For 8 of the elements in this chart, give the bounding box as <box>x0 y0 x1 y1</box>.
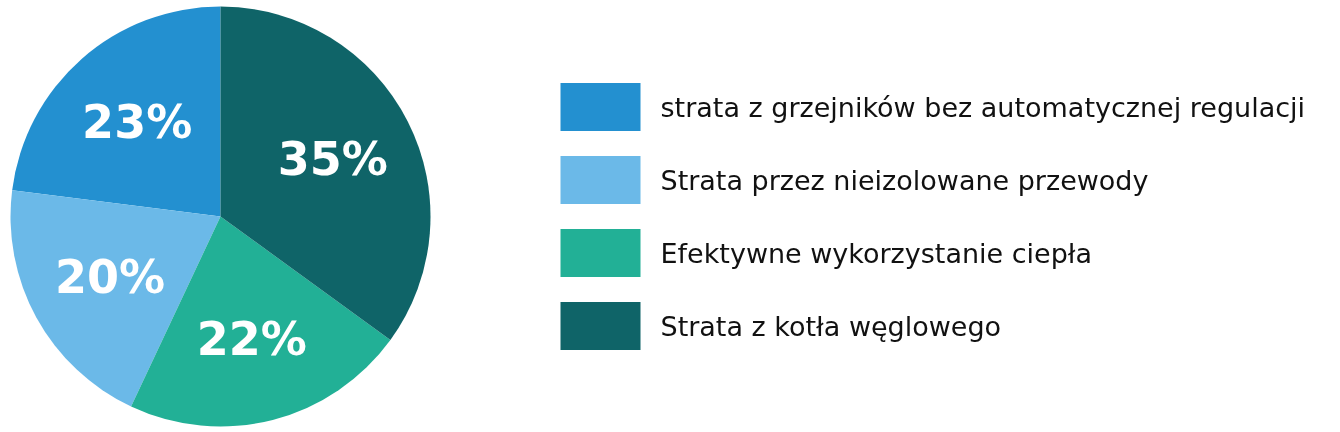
legend-label: Strata z kotła węglowego <box>660 310 1002 342</box>
data-label: 20% <box>55 250 166 305</box>
legend-label: strata z grzejników bez automatycznej regulacji <box>660 91 1306 123</box>
data-label: 23% <box>82 94 193 149</box>
legend-label: Efektywne wykorzystanie ciepła <box>660 237 1093 269</box>
data-label: 35% <box>277 132 388 187</box>
data-label: 22% <box>196 311 307 366</box>
legend-label: Strata przez nieizolowane przewody <box>660 164 1149 196</box>
